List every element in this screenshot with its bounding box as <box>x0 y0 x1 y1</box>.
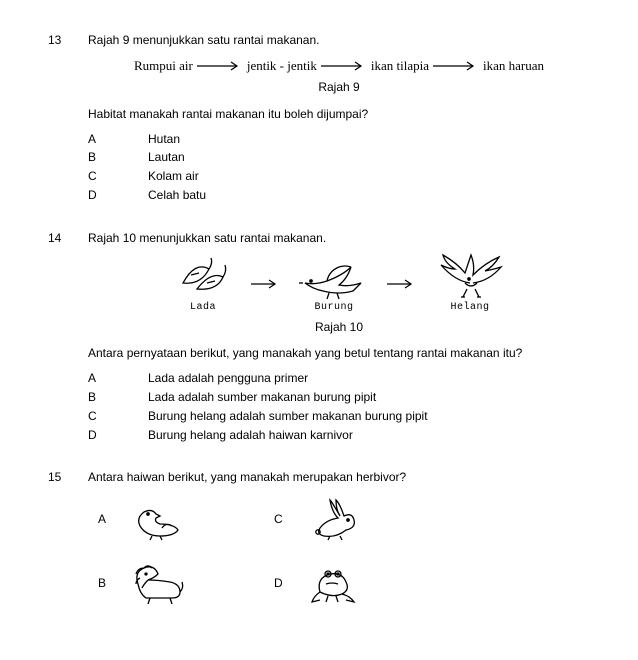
arrow-icon <box>197 61 243 71</box>
option-a: AHutan <box>88 131 590 148</box>
option-a: ALada adalah pengguna primer <box>88 370 590 387</box>
arrow-icon <box>387 261 417 307</box>
option-d: DCelah batu <box>88 187 590 204</box>
sub-question: Habitat manakah rantai makanan itu boleh… <box>88 106 590 123</box>
option-letter: C <box>274 511 288 528</box>
chain-label: Burung <box>314 301 353 315</box>
question-number: 13 <box>48 32 88 49</box>
options-list: ALada adalah pengguna primer BLada adala… <box>88 370 590 443</box>
question-stem: Rajah 10 menunjukkan satu rantai makanan… <box>88 230 590 247</box>
question-14: 14 Rajah 10 menunjukkan satu rantai maka… <box>48 230 590 446</box>
frog-icon <box>306 562 360 604</box>
option-letter: D <box>274 575 288 592</box>
arrow-icon <box>251 261 281 307</box>
duck-icon <box>130 498 184 540</box>
question-number: 14 <box>48 230 88 247</box>
animal-options-grid: A C <box>88 498 590 604</box>
question-stem: Antara haiwan berikut, yang manakah meru… <box>88 469 590 486</box>
figure-caption: Rajah 9 <box>88 79 590 96</box>
question-number: 15 <box>48 469 88 486</box>
arrow-icon <box>321 61 367 71</box>
food-chain-diagram: Rumpui air jentik - jentik ikan tilapia … <box>88 57 590 75</box>
question-stem: Rajah 9 menunjukkan satu rantai makanan. <box>88 32 590 49</box>
eagle-icon <box>435 253 505 299</box>
chain-label: Helang <box>450 301 489 315</box>
figure-caption: Rajah 10 <box>88 319 590 336</box>
option-b: BLautan <box>88 149 590 166</box>
option-b: BLada adalah sumber makanan burung pipit <box>88 389 590 406</box>
chain-item: ikan haruan <box>483 57 544 75</box>
bird-icon <box>299 253 369 299</box>
chili-icon <box>173 253 233 299</box>
option-c: CKolam air <box>88 168 590 185</box>
arrow-icon <box>433 61 479 71</box>
option-letter: A <box>98 511 112 528</box>
rabbit-icon <box>306 498 360 540</box>
option-letter: B <box>98 575 112 592</box>
option-d: DBurung helang adalah haiwan karnivor <box>88 427 590 444</box>
option-b: B <box>98 562 184 604</box>
chain-item: ikan tilapia <box>371 57 429 75</box>
food-chain-diagram: Lada <box>88 253 590 315</box>
option-d: D <box>274 562 360 604</box>
sub-question: Antara pernyataan berikut, yang manakah … <box>88 345 590 362</box>
lion-icon <box>130 562 184 604</box>
question-15: 15 Antara haiwan berikut, yang manakah m… <box>48 469 590 604</box>
question-13: 13 Rajah 9 menunjukkan satu rantai makan… <box>48 32 590 206</box>
chain-item: Rumpui air <box>134 57 193 75</box>
option-c: C <box>274 498 360 540</box>
chain-label: Lada <box>190 301 216 315</box>
options-list: AHutan BLautan CKolam air DCelah batu <box>88 131 590 204</box>
option-c: CBurung helang adalah sumber makanan bur… <box>88 408 590 425</box>
option-a: A <box>98 498 184 540</box>
chain-item: jentik - jentik <box>247 57 317 75</box>
